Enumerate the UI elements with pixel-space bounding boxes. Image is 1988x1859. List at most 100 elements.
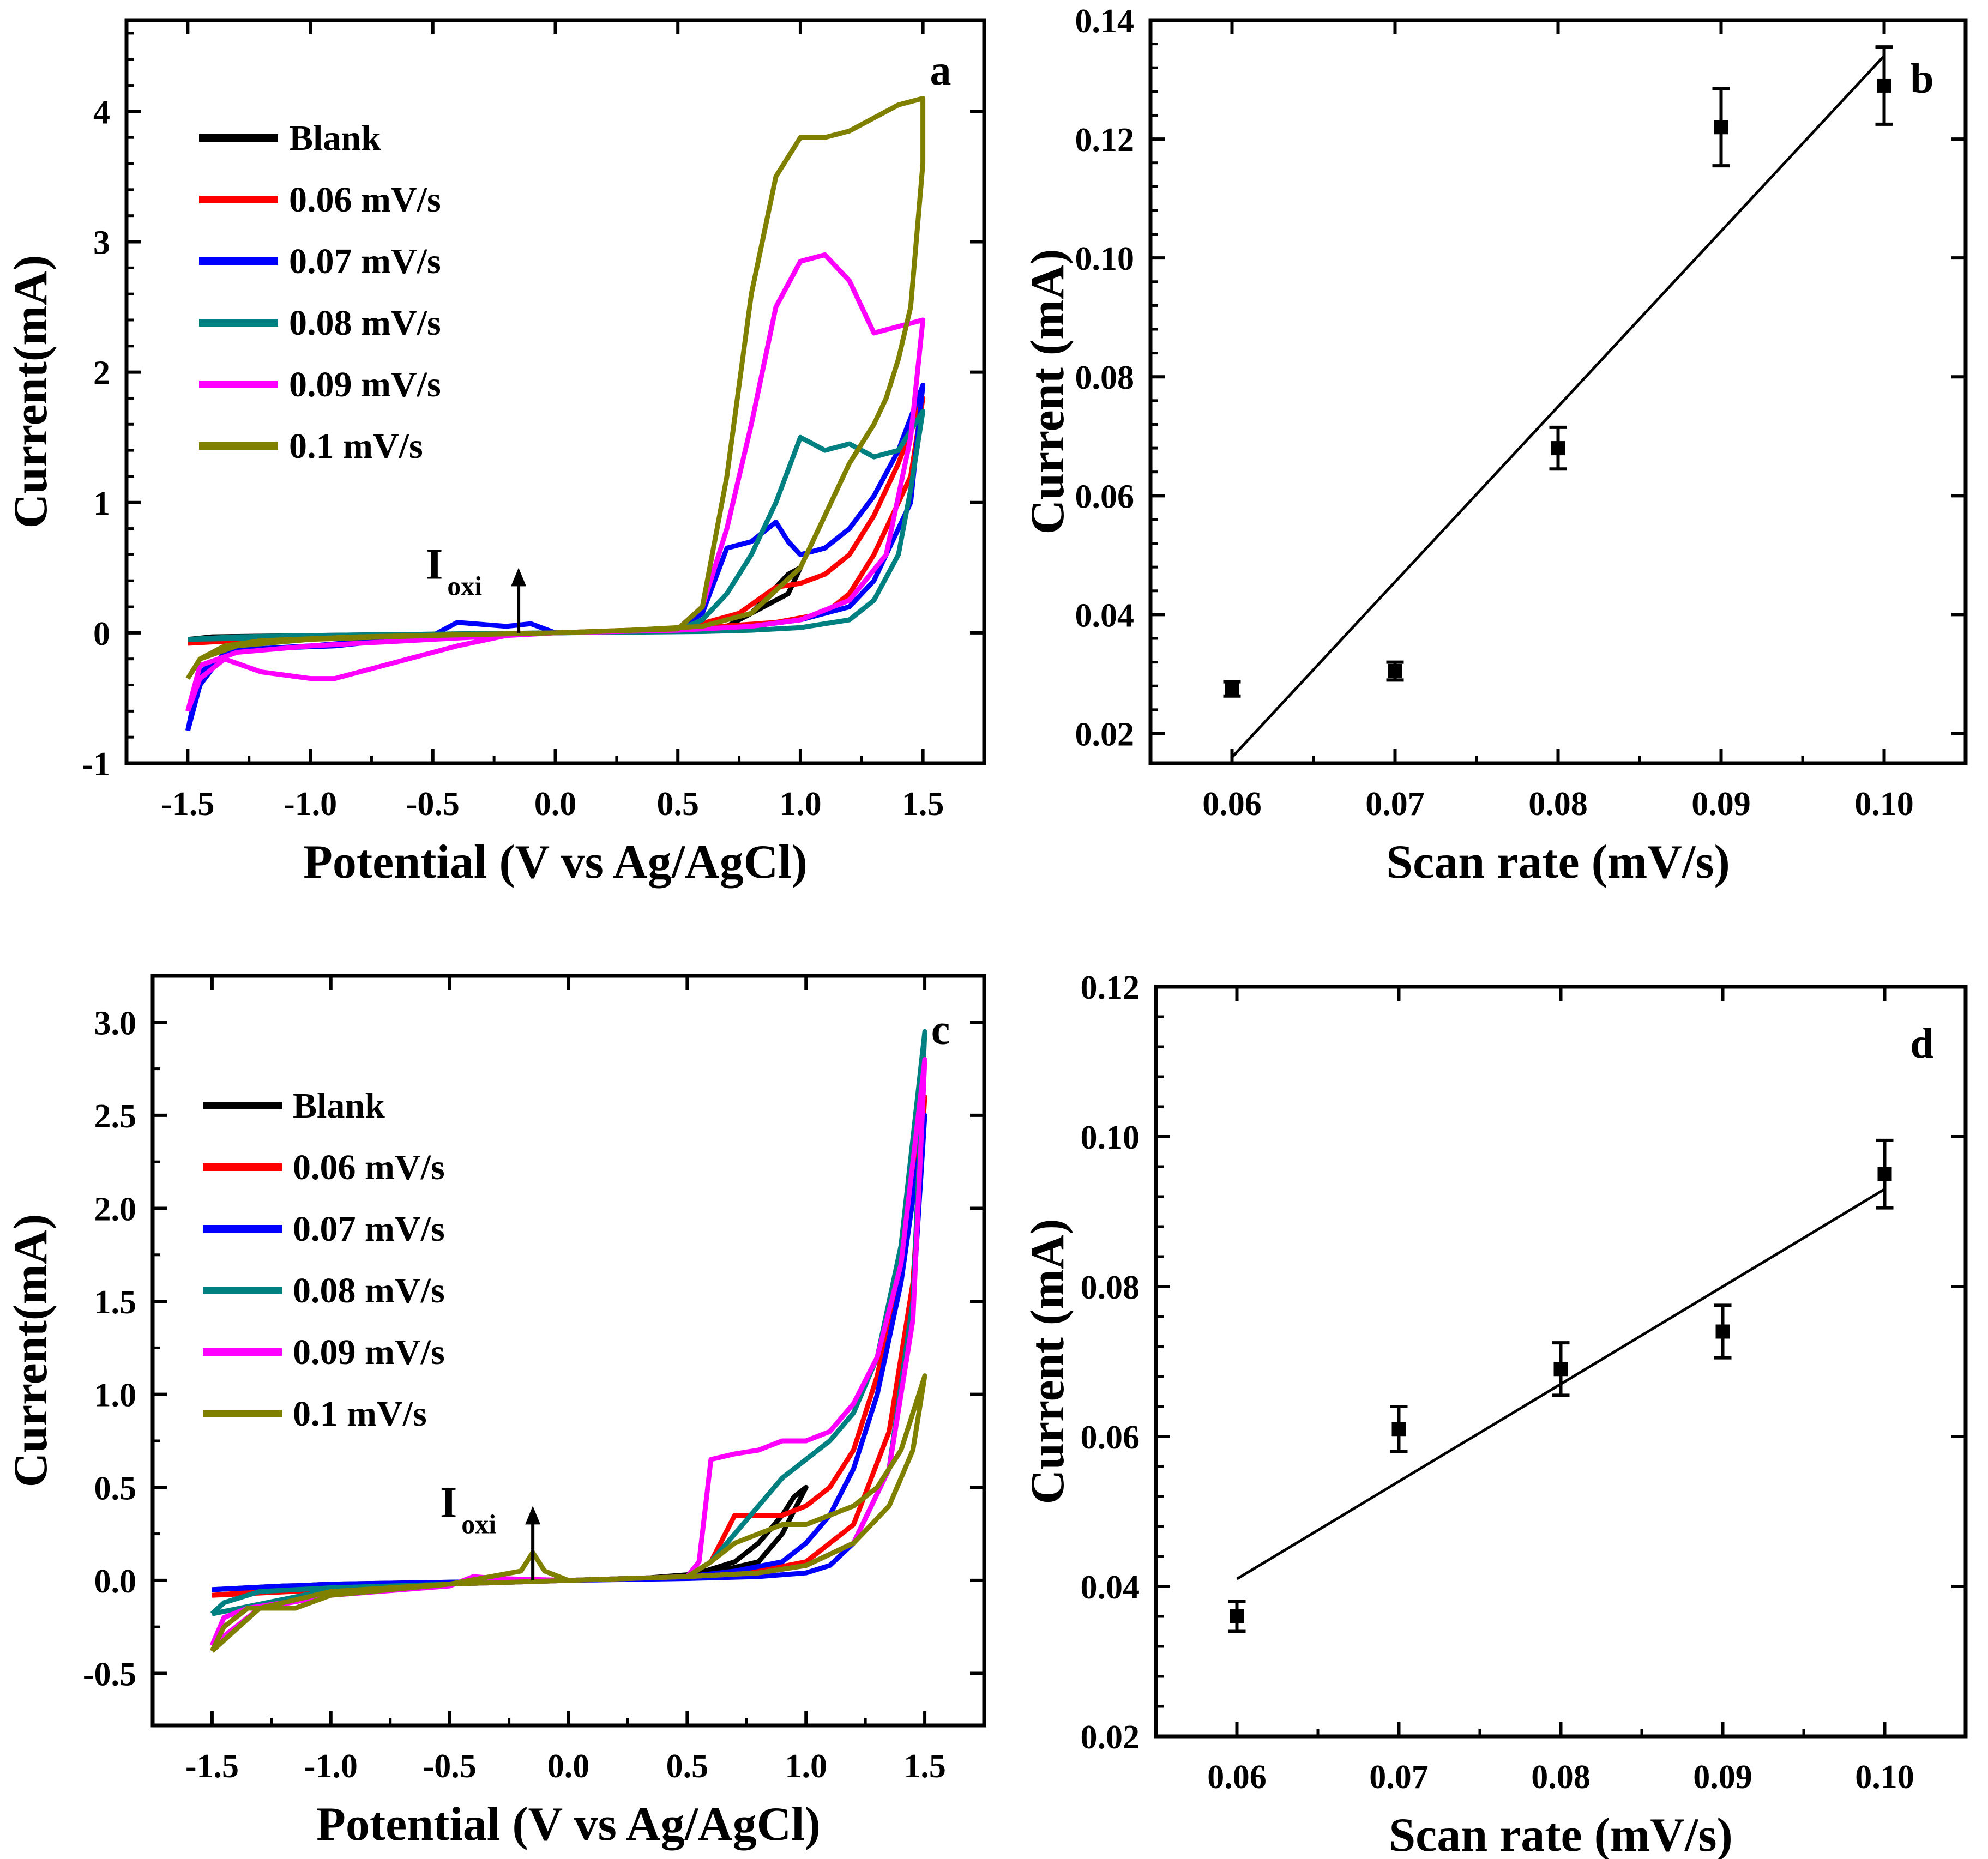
x-axis-title: Scan rate (mV/s) [1389,1809,1733,1859]
data-point [1391,1422,1406,1436]
x-tick-label: 1.0 [779,786,822,823]
cv-curve-5 [185,96,926,680]
data-point [1714,120,1728,135]
legend-label: 0.09 mV/s [289,365,441,405]
y-tick-label: 1.5 [94,1284,137,1321]
panel-a: -1.5 -1.0 -0.5 0.0 0.5 1.0 1.5 -1 0 1 2 3 4 Potential… [4,18,986,889]
annotation-main-text: I [440,1478,457,1526]
data-point [1553,1362,1568,1377]
legend-label: 0.06 mV/s [293,1148,445,1187]
y-tick-label: 0.12 [1075,122,1135,159]
data-point [1225,681,1239,696]
legend-label: 0.09 mV/s [293,1332,445,1372]
x-tick-label: 0.09 [1691,786,1751,823]
cv-curve-5 [209,1373,927,1653]
y-tick-label: 0.04 [1081,1569,1140,1606]
x-tick-label: 1.5 [903,1748,946,1785]
fit-line [1231,55,1885,758]
y-tick-label: 0.14 [1075,3,1135,40]
y-tick-label: 3.0 [94,1005,137,1042]
legend-label: 0.07 mV/s [293,1209,445,1249]
x-tick-label: -1.5 [185,1748,239,1785]
y-tick-label: 2.0 [94,1191,137,1228]
x-tick-label: 0.08 [1528,786,1588,823]
panel-label: a [930,46,951,94]
x-tick-label: 0.5 [656,786,699,823]
panel-d: 0.06 0.07 0.08 0.09 0.10 0.02 0.04 0.06 0.08 0.10… [1021,969,1968,1859]
data-point [1877,1167,1892,1181]
x-tick-label: 0.0 [547,1748,590,1785]
legend-label: Blank [293,1086,385,1126]
x-axis-title: Scan rate (mV/s) [1386,836,1730,889]
x-tick-label: 0.5 [666,1748,709,1785]
x-tick-label: 1.0 [785,1748,827,1785]
y-tick-label: 0.10 [1075,240,1135,277]
y-axis-title: Current(mA) [4,255,57,529]
data-point [1877,78,1891,93]
x-tick-label: 0.07 [1369,1759,1429,1796]
annotation-arrow-head [525,1506,541,1525]
data-point [1551,441,1565,456]
y-tick-label: 0.08 [1081,1269,1140,1306]
y-tick-label: 0.0 [94,1563,137,1600]
x-tick-label: -0.5 [423,1748,477,1785]
x-tick-label: 1.5 [902,786,944,823]
x-axis-title: Potential (V vs Ag/AgCl) [303,836,808,889]
x-tick-label: 0.07 [1365,786,1425,823]
y-tick-label: 0.02 [1081,1719,1140,1756]
annotation-main-text: I [426,540,443,588]
x-tick-label: 0.08 [1531,1759,1591,1796]
annotation-subscript: oxi [447,570,482,601]
y-axis-title: Current(mA) [4,1214,57,1488]
y-tick-label: 0.06 [1075,478,1135,515]
annotation-arrow-head [511,568,527,587]
y-tick-label: 1 [93,485,110,522]
legend-label: Blank [289,118,381,158]
x-tick-label: -1.5 [161,786,214,823]
data-point [1388,663,1402,678]
y-tick-label: 0.10 [1081,1119,1140,1156]
y-tick-label: 0 [93,615,110,653]
x-tick-label: 0.0 [534,786,577,823]
x-axis-title: Potential (V vs Ag/AgCl) [316,1798,821,1851]
y-tick-label: 4 [93,94,110,131]
annotation-subscript: oxi [461,1508,496,1539]
panel-c: -1.5 -1.0 -0.5 0.0 0.5 1.0 1.5 -0.5 0.0 0.5 1.0 1.5… [4,974,986,1851]
y-tick-label: 0.12 [1081,969,1140,1006]
y-axis-title: Current (mA) [1021,1219,1074,1505]
legend-label: 0.1 mV/s [293,1394,427,1434]
y-tick-label: -0.5 [83,1656,136,1693]
x-tick-label: 0.06 [1202,786,1262,823]
x-tick-label: 0.06 [1207,1759,1267,1796]
panel-label: b [1910,55,1933,102]
panel-label: c [931,1006,950,1053]
y-tick-label: 0.06 [1081,1419,1140,1456]
legend-label: 0.06 mV/s [289,180,441,220]
legend-label: 0.1 mV/s [289,426,423,466]
data-point [1715,1324,1730,1339]
y-axis-title: Current (mA) [1021,249,1074,535]
y-tick-label: 2.5 [94,1098,137,1135]
y-tick-label: 2 [93,355,110,392]
x-tick-label: -0.5 [406,786,460,823]
y-tick-label: 0.02 [1075,716,1135,753]
plot-frame [1148,18,1968,765]
y-tick-label: 0.5 [94,1470,137,1507]
legend-label: 0.07 mV/s [289,242,441,281]
panel-label: d [1910,1019,1933,1067]
y-tick-label: 3 [93,225,110,262]
y-tick-label: 0.08 [1075,359,1135,396]
data-point [1230,1609,1244,1623]
x-tick-label: 0.10 [1854,786,1914,823]
x-tick-label: 0.09 [1693,1759,1752,1796]
y-tick-label: 1.0 [94,1377,137,1414]
panel-b: 0.06 0.07 0.08 0.09 0.10 0.02 0.04 0.06 0.08 0.10… [1021,3,1968,889]
x-tick-label: -1.0 [284,786,337,823]
legend-label: 0.08 mV/s [289,303,441,343]
legend-label: 0.08 mV/s [293,1271,445,1311]
y-tick-label: -1 [82,746,110,783]
x-tick-label: 0.10 [1855,1759,1914,1796]
